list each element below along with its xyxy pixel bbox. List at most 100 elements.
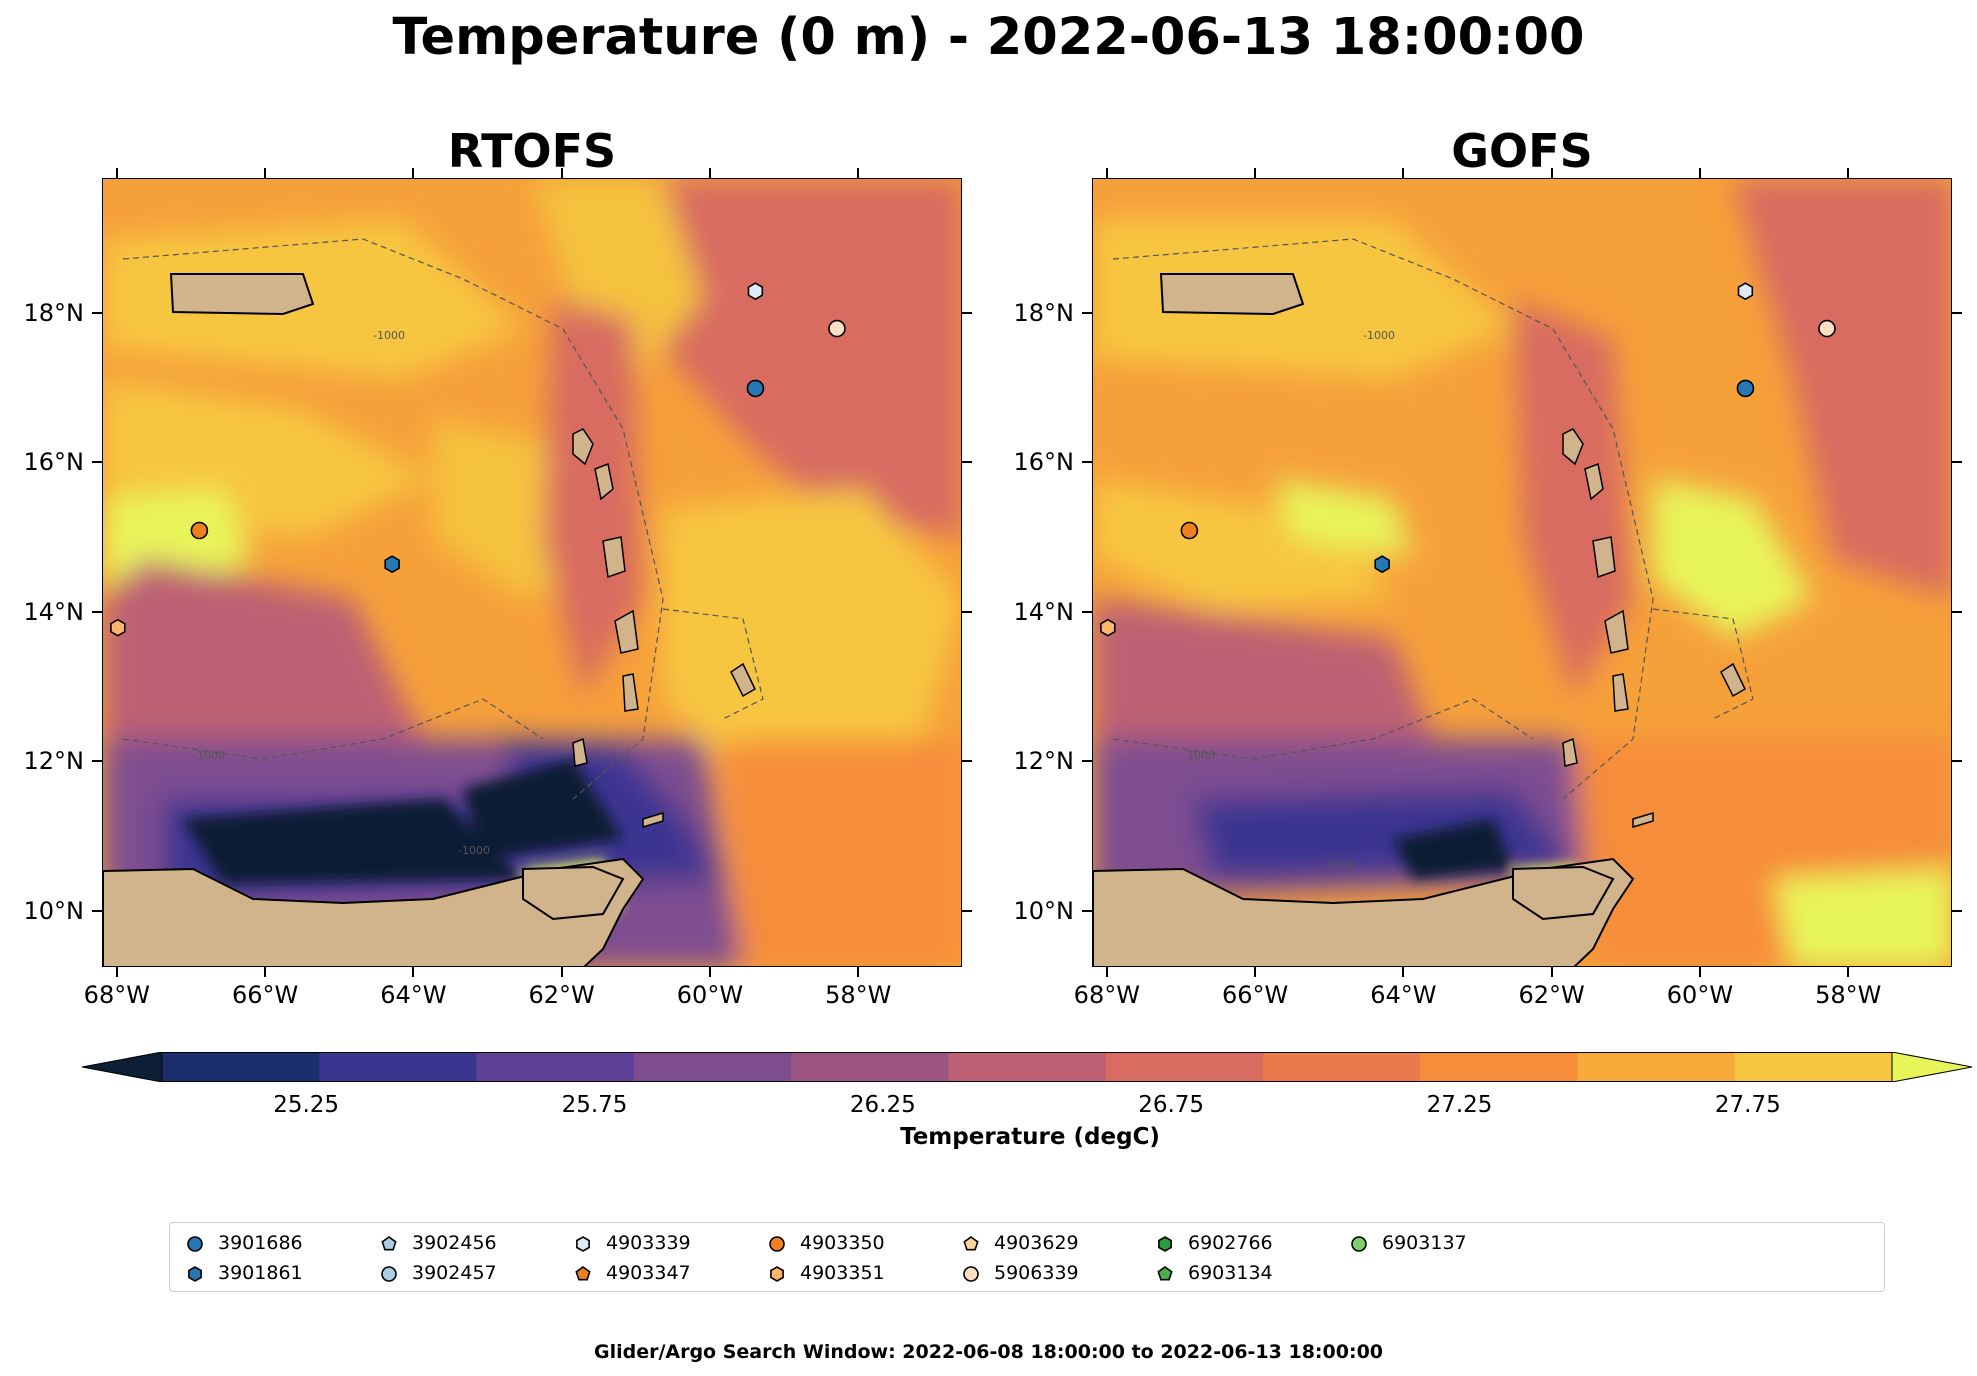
float-marker-5906339[interactable] xyxy=(1818,319,1836,338)
circle-marker-icon xyxy=(963,1266,979,1282)
lat-tick xyxy=(1952,610,1962,613)
lon-tick-label: 58°W xyxy=(825,981,892,1009)
colorbar-bin xyxy=(476,1052,635,1082)
colorbar-bin xyxy=(633,1052,792,1082)
colorbar-bin xyxy=(162,1052,320,1082)
lat-tick xyxy=(1952,760,1962,763)
lon-tick xyxy=(115,967,118,977)
argo-float-markers xyxy=(110,282,846,637)
bathymetry-label: -1000 xyxy=(373,329,405,342)
puerto-rico-land xyxy=(1159,273,1305,316)
float-marker-4903339[interactable] xyxy=(747,282,764,301)
lat-tick xyxy=(92,610,102,613)
circle-marker-icon xyxy=(1351,1236,1367,1252)
lat-tick-label: 12°N xyxy=(1013,747,1075,776)
float-marker-3901686[interactable] xyxy=(1736,379,1755,398)
panel-title-gofs: GOFS xyxy=(1451,124,1593,178)
lon-tick xyxy=(1698,168,1701,178)
colorbar-bin xyxy=(791,1052,949,1082)
colorbar xyxy=(81,1051,1973,1083)
lat-tick xyxy=(962,909,972,912)
lat-tick xyxy=(92,909,102,912)
lat-tick-label: 16°N xyxy=(23,448,85,477)
map-panel-rtofs[interactable]: -1000 -1000 -1000 xyxy=(102,178,962,967)
colorbar-bin xyxy=(1577,1052,1736,1082)
float-marker-4903339[interactable] xyxy=(1737,282,1754,301)
lon-tick xyxy=(1550,168,1553,178)
float-marker-3901861[interactable] xyxy=(384,555,400,574)
colorbar-tick-label: 25.75 xyxy=(561,1092,628,1118)
lon-tick xyxy=(857,967,860,977)
lat-tick xyxy=(962,610,972,613)
colorbar-bin xyxy=(948,1052,1107,1082)
lon-tick xyxy=(412,168,415,178)
hexagon-marker-icon xyxy=(576,1236,590,1252)
colorbar-bin xyxy=(1262,1052,1421,1082)
float-marker-4903350[interactable] xyxy=(190,521,209,540)
circle-marker-icon xyxy=(769,1236,785,1252)
map-panel-gofs[interactable]: -1000 -1000 -1000 xyxy=(1092,178,1952,967)
cold-upwelling xyxy=(183,759,623,919)
float-marker-3901861[interactable] xyxy=(1374,555,1390,574)
south-america-land xyxy=(1093,857,1635,966)
lon-tick xyxy=(708,967,711,977)
circle-marker-icon xyxy=(381,1266,397,1282)
colorbar-title: Temperature (degC) xyxy=(900,1124,1160,1150)
colorbar-bin xyxy=(1734,1052,1893,1082)
lat-tick xyxy=(1082,610,1092,613)
colorbar-tick-label: 27.25 xyxy=(1426,1092,1493,1118)
lon-tick-label: 68°W xyxy=(1073,981,1140,1009)
pentagon-marker-icon xyxy=(575,1266,591,1281)
lon-tick-label: 62°W xyxy=(528,981,595,1009)
south-america-land xyxy=(103,857,645,966)
legend-label: 4903629 xyxy=(994,1232,1079,1254)
float-marker-5906339[interactable] xyxy=(828,319,846,338)
colorbar-tick-label: 25.25 xyxy=(273,1092,340,1118)
lon-tick xyxy=(115,168,118,178)
legend-label: 3902457 xyxy=(412,1262,497,1284)
lat-tick xyxy=(1952,461,1962,464)
lat-tick xyxy=(1952,909,1962,912)
trinidad-land xyxy=(1512,865,1615,921)
figure-title: Temperature (0 m) - 2022-06-13 18:00:00 xyxy=(392,8,1585,67)
float-marker-4903351[interactable] xyxy=(1100,618,1116,637)
lat-tick-label: 14°N xyxy=(1013,597,1075,626)
float-marker-4903351[interactable] xyxy=(110,618,126,637)
lon-tick xyxy=(1550,967,1553,977)
pentagon-marker-icon xyxy=(963,1236,979,1251)
float-legend: 3901686 3901861 3902456 3902457 4903339 49033… xyxy=(169,1222,1885,1292)
map-gofs-svg: -1000 -1000 -1000 xyxy=(1093,179,1951,966)
legend-label: 4903339 xyxy=(606,1232,691,1254)
hexagon-marker-icon xyxy=(770,1266,784,1282)
lon-tick xyxy=(560,967,563,977)
float-marker-3901686[interactable] xyxy=(746,379,765,398)
lat-tick-label: 18°N xyxy=(23,298,85,327)
legend-label: 4903350 xyxy=(800,1232,885,1254)
lat-tick xyxy=(1082,311,1092,314)
lat-tick xyxy=(1082,461,1092,464)
legend-label: 3901861 xyxy=(218,1262,303,1284)
colorbar-tick-label: 26.75 xyxy=(1138,1092,1205,1118)
lat-tick-label: 10°N xyxy=(1013,896,1075,925)
circle-marker-icon xyxy=(187,1236,203,1252)
lesser-antilles-islands xyxy=(572,428,756,829)
bathymetry-contours xyxy=(1112,238,1754,800)
puerto-rico-land xyxy=(169,273,315,316)
colorbar-bin xyxy=(1420,1052,1578,1082)
lat-tick-label: 16°N xyxy=(1013,448,1075,477)
lon-tick xyxy=(708,168,711,178)
pentagon-marker-icon xyxy=(1157,1266,1173,1281)
lat-tick xyxy=(962,760,972,763)
lat-tick xyxy=(1082,909,1092,912)
lon-tick xyxy=(1402,168,1405,178)
trinidad-land xyxy=(522,865,625,921)
bathymetry-contours xyxy=(122,238,764,800)
lat-tick-label: 18°N xyxy=(1013,298,1075,327)
lat-tick xyxy=(1082,760,1092,763)
bathymetry-label: -1000 xyxy=(1183,749,1215,762)
legend-label: 4903347 xyxy=(606,1262,691,1284)
lat-tick-label: 14°N xyxy=(23,597,85,626)
argo-float-markers xyxy=(1100,282,1836,637)
legend-label: 4903351 xyxy=(800,1262,885,1284)
float-marker-4903350[interactable] xyxy=(1180,521,1199,540)
